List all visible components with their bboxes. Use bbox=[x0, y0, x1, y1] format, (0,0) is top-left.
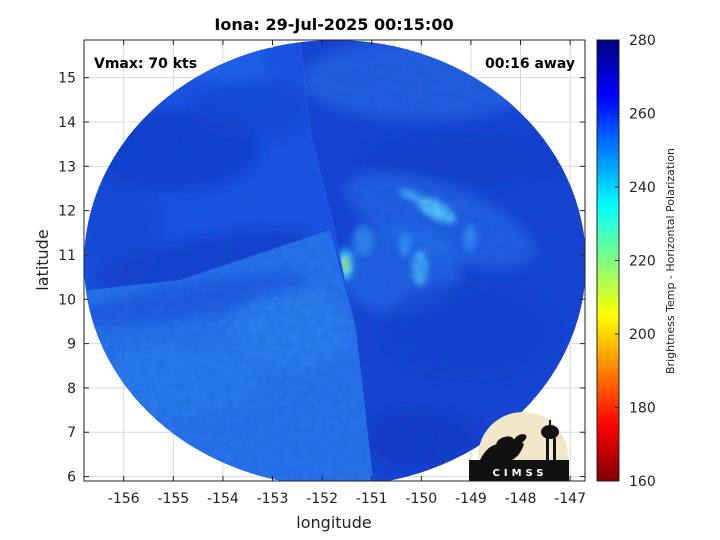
y-tick-label: 15 bbox=[58, 71, 76, 87]
y-tick-label: 13 bbox=[58, 159, 76, 175]
x-tick-label: -150 bbox=[405, 491, 437, 507]
colorbar: 280 260 240 220 200 180 160 Brightness Temp - … bbox=[596, 33, 677, 490]
time-away-annotation: 00:16 away bbox=[485, 56, 575, 72]
x-tick-label: -154 bbox=[207, 491, 239, 507]
colorbar-tick-label: 240 bbox=[629, 180, 656, 196]
colorbar-tick-label: 220 bbox=[629, 254, 656, 270]
y-tick-label: 9 bbox=[67, 337, 76, 353]
y-axis-label: latitude bbox=[33, 229, 52, 290]
cimss-logo-text: CIMSS bbox=[493, 468, 548, 479]
x-tick-label: -153 bbox=[257, 491, 289, 507]
x-tick-label: -155 bbox=[157, 491, 189, 507]
x-tick-label: -156 bbox=[108, 491, 140, 507]
vmax-annotation: Vmax: 70 kts bbox=[94, 56, 197, 72]
cimss-logo: CIMSS bbox=[469, 412, 569, 481]
y-tick-label: 14 bbox=[58, 115, 76, 131]
y-tick-label: 6 bbox=[67, 470, 76, 486]
colorbar-tick-label: 180 bbox=[629, 401, 656, 417]
y-tick-label: 7 bbox=[67, 425, 76, 441]
y-tick-label: 11 bbox=[58, 248, 76, 264]
x-tick-label: -151 bbox=[356, 491, 388, 507]
x-axis-label: longitude bbox=[296, 513, 371, 532]
colorbar-label: Brightness Temp - Horizontal Polarizatio… bbox=[664, 148, 677, 374]
axis-ticks: -156 -155 -154 -153 -152 -151 -150 -149 -148 -147… bbox=[58, 40, 586, 507]
x-tick-label: -148 bbox=[505, 491, 537, 507]
colorbar-ticks: 280 260 240 220 200 180 160 bbox=[615, 33, 656, 490]
y-tick-label: 10 bbox=[58, 292, 76, 308]
x-tick-label: -152 bbox=[306, 491, 338, 507]
x-tick-label: -149 bbox=[455, 491, 487, 507]
y-tick-label: 8 bbox=[67, 381, 76, 397]
plot-frame bbox=[83, 39, 586, 482]
chart-title: Iona: 29-Jul-2025 00:15:00 bbox=[214, 15, 453, 34]
y-tick-label: 12 bbox=[58, 204, 76, 220]
colorbar-tick-label: 200 bbox=[629, 327, 656, 343]
colorbar-tick-label: 260 bbox=[629, 107, 656, 123]
x-tick-label: -147 bbox=[554, 491, 586, 507]
colorbar-tick-label: 160 bbox=[629, 474, 656, 490]
colorbar-tick-label: 280 bbox=[629, 33, 656, 49]
